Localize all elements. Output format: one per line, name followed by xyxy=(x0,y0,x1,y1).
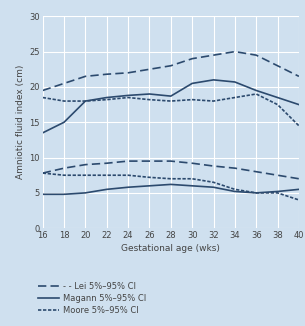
Legend: - - Lei 5%–95% CI, Magann 5%–95% CI, Moore 5%–95% CI: - - Lei 5%–95% CI, Magann 5%–95% CI, Moo… xyxy=(35,278,149,319)
Y-axis label: Amniotic fluid index (cm): Amniotic fluid index (cm) xyxy=(16,65,25,179)
X-axis label: Gestational age (wks): Gestational age (wks) xyxy=(121,244,220,253)
